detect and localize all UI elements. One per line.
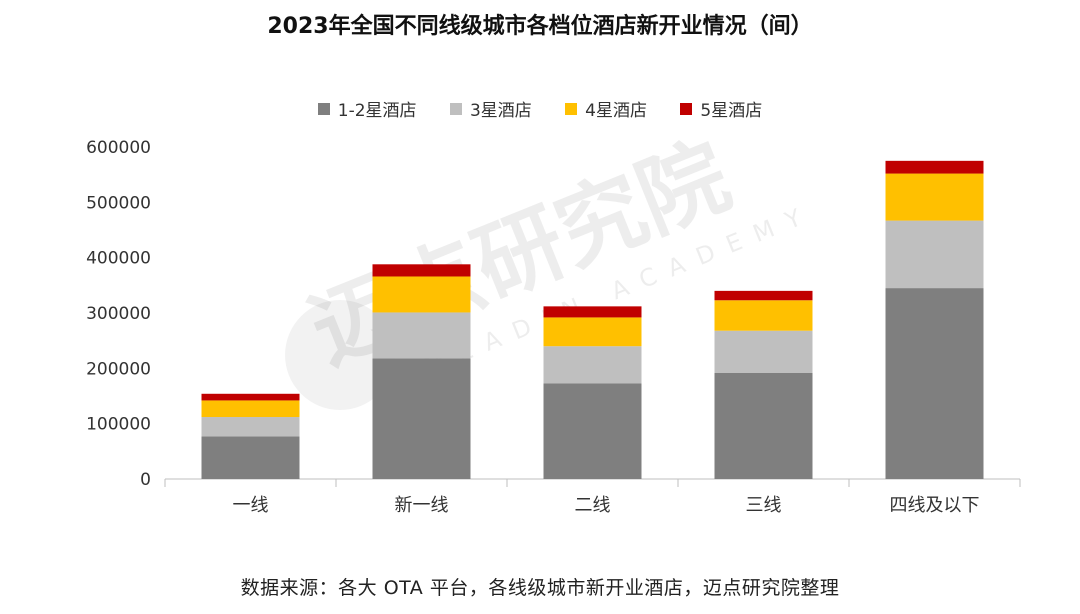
y-tick-label: 0	[140, 470, 151, 490]
bar-segment	[885, 173, 984, 221]
bar-segment	[201, 436, 300, 479]
y-tick-label: 600000	[86, 138, 151, 158]
legend-item-5-star: 5星酒店	[680, 96, 762, 121]
bar-segment	[543, 317, 642, 347]
bar-segment	[372, 312, 471, 359]
legend-swatch-5-star	[680, 102, 693, 115]
legend-label-5-star: 5星酒店	[700, 101, 763, 121]
bar-segment	[372, 264, 471, 277]
bar-segment	[543, 346, 642, 384]
legend-label-1-2-star: 1-2星酒店	[337, 101, 417, 121]
bar-segment	[543, 383, 642, 479]
y-tick-label: 200000	[86, 359, 151, 379]
chart-legend: 1-2星酒店 3星酒店 4星酒店 5星酒店	[0, 96, 1080, 121]
x-tick-label: 二线	[575, 495, 611, 516]
y-tick-label: 100000	[86, 415, 151, 435]
x-tick-label: 四线及以下	[890, 495, 980, 516]
bar-segment	[714, 300, 813, 331]
bar-segment	[885, 220, 984, 289]
chart-title: 2023年全国不同线级城市各档位酒店新开业情况（间）	[267, 14, 813, 39]
bar-segment	[372, 276, 471, 313]
bar-segment	[885, 160, 984, 174]
y-tick-label: 500000	[86, 193, 151, 213]
bar-segment	[543, 306, 642, 318]
legend-item-4-star: 4星酒店	[565, 96, 647, 121]
y-tick-label: 300000	[86, 304, 151, 324]
legend-label-4-star: 4星酒店	[585, 101, 647, 121]
bar-segment	[201, 417, 300, 437]
legend-label-3-star: 3星酒店	[469, 101, 532, 121]
x-tick-label: 新一线	[395, 495, 449, 516]
legend-swatch-1-2-star	[317, 102, 330, 115]
bar-segment	[201, 393, 300, 401]
source-note: 数据来源：各大 OTA 平台，各线级城市新开业酒店，迈点研究院整理	[240, 577, 840, 599]
bar-segment	[714, 372, 813, 479]
bar-segment	[372, 358, 471, 479]
legend-item-1-2-star: 1-2星酒店	[317, 96, 417, 121]
bar-segment	[885, 288, 984, 479]
bar-segment	[714, 290, 813, 301]
y-tick-label: 400000	[86, 249, 151, 269]
bar-segment	[714, 330, 813, 373]
legend-swatch-4-star	[565, 102, 578, 115]
x-tick-label: 三线	[746, 495, 782, 516]
legend-item-3-star: 3星酒店	[449, 96, 532, 121]
legend-swatch-3-star	[449, 102, 462, 115]
bar-segment	[201, 400, 300, 418]
x-tick-label: 一线	[233, 495, 269, 516]
